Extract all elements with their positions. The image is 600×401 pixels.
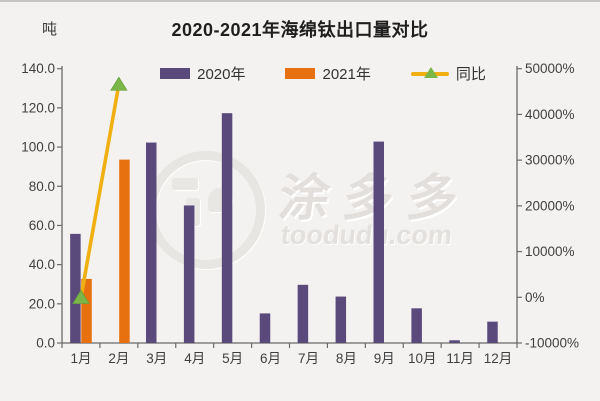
x-axis-category-label: 12月 <box>484 351 513 366</box>
bar-2020年-10月 <box>411 308 422 343</box>
x-axis-category-label: 9月 <box>374 351 395 366</box>
legend: 2020年 2021年 同比 <box>23 63 600 84</box>
bar-2020年-4月 <box>183 205 195 343</box>
left-axis-tick-label: 100.0 <box>21 140 55 155</box>
legend-item-2020: 2020年 <box>160 63 245 84</box>
x-axis-category-label: 1月 <box>70 351 91 366</box>
yoy-marker-2月 <box>110 76 128 91</box>
x-axis-category-label: 10月 <box>408 351 437 366</box>
bar-2021年-2月 <box>119 159 130 343</box>
left-axis-unit-label: 吨 <box>42 21 58 38</box>
bar-2020年-11月 <box>449 340 460 343</box>
right-axis-tick-label: 0% <box>525 290 545 305</box>
legend-item-2021: 2021年 <box>285 63 371 84</box>
right-axis-tick-label: 40000% <box>525 107 575 122</box>
yoy-line-icon <box>410 67 449 80</box>
bar-2020年-6月 <box>259 313 271 343</box>
left-axis-tick-label: 140.0 <box>21 61 55 76</box>
legend-label-2021: 2021年 <box>322 66 371 83</box>
yoy-triangle-marker-icon <box>423 67 438 78</box>
x-axis-category-label: 4月 <box>184 351 205 366</box>
right-axis-tick-label: 20000% <box>525 198 575 213</box>
legend-item-yoy: 同比 <box>410 63 486 84</box>
bar-2020年-5月 <box>221 113 233 344</box>
bar-2020年-8月 <box>335 296 347 343</box>
x-axis-category-label: 7月 <box>298 351 319 366</box>
yoy-marker-1月 <box>72 289 90 304</box>
x-axis-category-label: 5月 <box>222 351 243 366</box>
legend-label-yoy: 同比 <box>455 66 486 83</box>
x-axis-category-label: 6月 <box>260 351 281 366</box>
bar-2020年-9月 <box>373 141 384 343</box>
bar-2021年-1月 <box>81 278 92 343</box>
left-axis-tick-label: 20.0 <box>29 296 55 311</box>
x-axis-category-label: 3月 <box>146 351 167 366</box>
right-axis-tick-label: 10000% <box>525 244 575 259</box>
bar-2020年-7月 <box>297 284 309 343</box>
x-axis-category-label: 11月 <box>446 351 474 366</box>
left-axis-tick-label: 80.0 <box>29 179 55 194</box>
right-axis-tick-label: 30000% <box>525 153 575 168</box>
yoy-line <box>79 82 121 300</box>
right-axis-tick-label: -10000% <box>525 336 579 351</box>
chart-title: 2020-2021年海绵钛出口量对比 <box>171 20 429 40</box>
right-axis-tick-label: 50000% <box>525 61 575 76</box>
left-axis-tick-label: 40.0 <box>29 257 55 272</box>
legend-swatch-2021 <box>285 68 316 79</box>
x-axis-category-label: 8月 <box>336 351 357 366</box>
legend-label-2020: 2020年 <box>197 66 246 83</box>
left-axis-tick-label: 120.0 <box>21 100 55 115</box>
bar-2020年-1月 <box>70 233 81 343</box>
bar-2020年-12月 <box>487 321 498 343</box>
bar-2020年-3月 <box>145 142 157 343</box>
left-axis-tick-label: 60.0 <box>29 218 55 233</box>
left-axis-tick-label: 0.0 <box>36 336 55 351</box>
x-axis-category-label: 2月 <box>108 351 129 366</box>
legend-swatch-2020 <box>160 68 191 79</box>
